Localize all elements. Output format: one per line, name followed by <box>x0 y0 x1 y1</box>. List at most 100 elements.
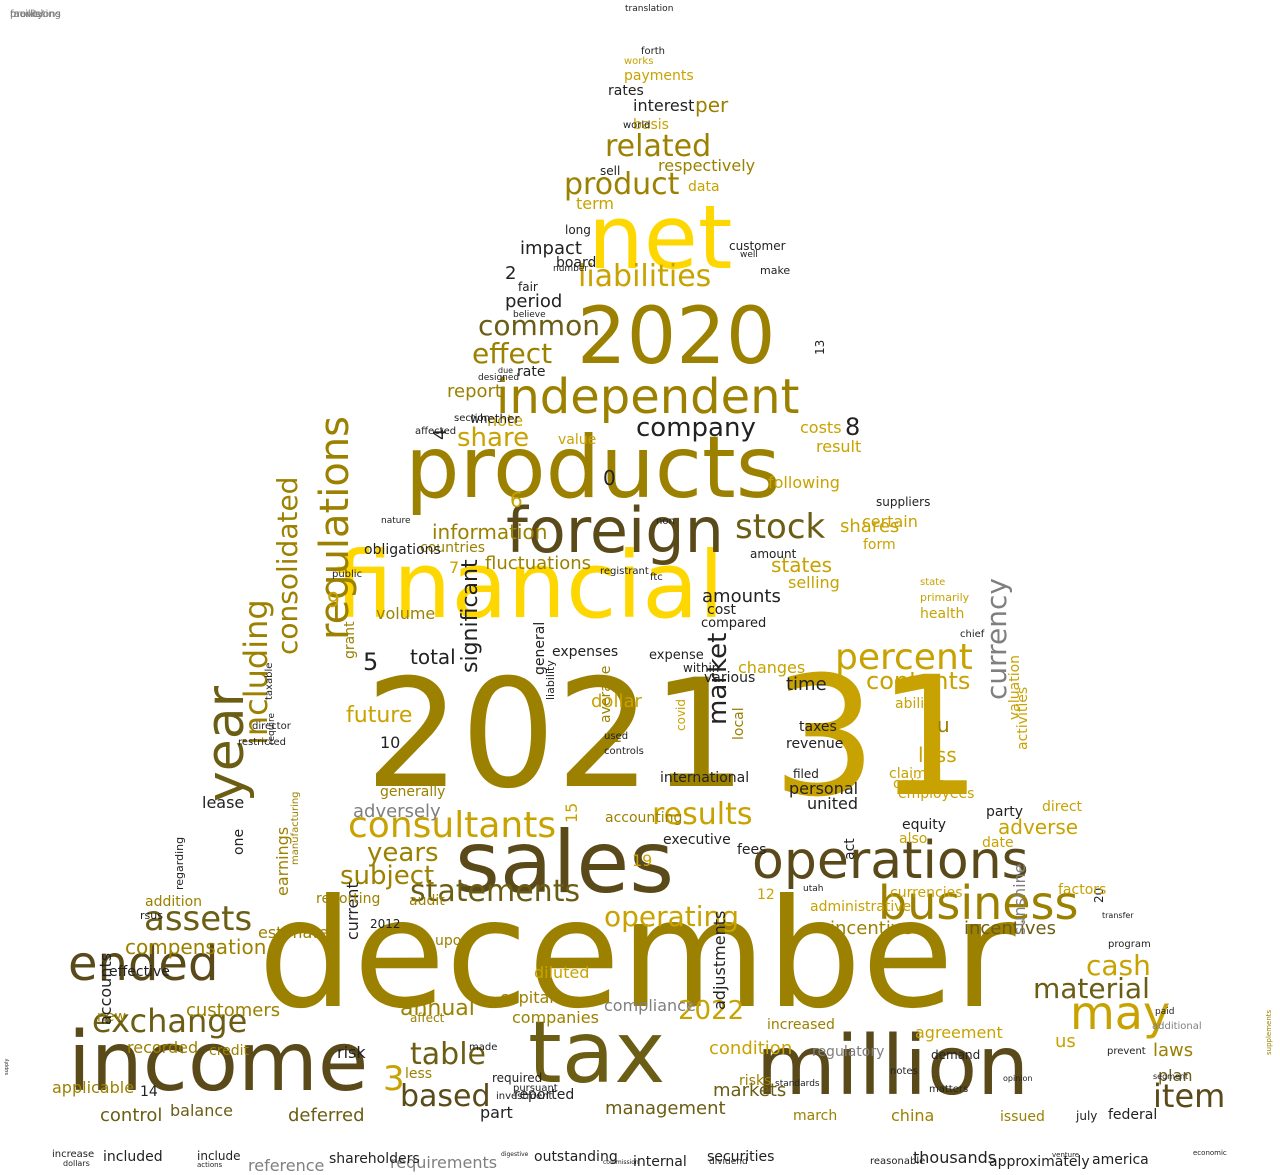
word-cloud-word: currencies <box>890 886 963 900</box>
word-cloud-word: venture <box>1052 1152 1079 1159</box>
word-cloud-word: commission <box>603 1160 639 1166</box>
word-cloud-word: earnings <box>275 827 291 896</box>
word-cloud-word: standards <box>775 1080 820 1089</box>
word-cloud-word: compliance <box>604 998 696 1014</box>
word-cloud-word: payments <box>624 69 694 83</box>
word-cloud-word: 3 <box>383 1062 405 1096</box>
word-cloud-word: number <box>553 265 588 274</box>
word-cloud-word: recorded <box>127 1040 198 1056</box>
word-cloud-word: risk <box>337 1045 366 1061</box>
word-cloud-word: credit <box>209 1044 249 1058</box>
word-cloud-word: adverse <box>998 817 1078 837</box>
word-cloud-word: march <box>793 1109 837 1123</box>
word-cloud-word: administrative <box>810 900 911 914</box>
word-cloud-word: taxable <box>265 663 275 700</box>
word-cloud-word: companies <box>512 1010 599 1026</box>
word-cloud-word: direct <box>1042 800 1082 814</box>
word-cloud-word: information <box>432 522 547 542</box>
word-cloud-word: local <box>732 707 746 740</box>
word-cloud-word: u <box>937 715 950 735</box>
word-cloud-word: result <box>816 439 861 455</box>
word-cloud-word: ftc <box>650 573 663 583</box>
word-cloud-word: years <box>367 840 439 866</box>
word-cloud-word: respectively <box>658 158 755 174</box>
word-cloud-word: reference <box>248 1158 324 1174</box>
word-cloud-word: risks <box>739 1074 771 1088</box>
word-cloud-word: rate <box>517 365 545 379</box>
word-cloud-word: us <box>1055 1033 1076 1051</box>
word-cloud-word: control <box>100 1107 162 1125</box>
word-cloud-word: value <box>558 433 596 447</box>
word-cloud-word: demand <box>931 1049 980 1061</box>
word-cloud-word: well <box>740 251 758 260</box>
word-cloud-word: agreement <box>915 1025 1003 1041</box>
word-cloud-word: cash <box>1086 952 1151 980</box>
word-cloud-word: made <box>469 1043 497 1053</box>
word-cloud-word: 10 <box>380 735 400 751</box>
word-cloud-word: total <box>410 647 456 667</box>
word-cloud-word: 8 <box>845 415 860 439</box>
word-cloud-word: certain <box>862 514 918 530</box>
word-cloud-word: filed <box>793 768 819 780</box>
word-cloud-word: party <box>986 805 1023 819</box>
word-cloud-word: matters <box>929 1085 968 1095</box>
word-cloud-word: affect <box>410 1012 444 1024</box>
word-cloud-word: investment <box>496 1092 552 1102</box>
word-cloud-word: section <box>454 414 490 424</box>
word-cloud-word: selling <box>788 575 840 591</box>
word-cloud-word: reporting <box>316 892 380 906</box>
word-cloud-word: sell <box>600 165 620 177</box>
word-cloud-word: 7 <box>449 560 459 576</box>
word-cloud-word: audit <box>409 894 445 908</box>
word-cloud-word: believe <box>513 311 546 320</box>
word-cloud-word: diluted <box>534 965 589 981</box>
word-cloud-word: nature <box>381 517 411 526</box>
word-cloud-word: long <box>565 224 591 236</box>
word-cloud-word: grant <box>343 621 357 659</box>
word-cloud-word: dollars <box>63 1160 90 1168</box>
word-cloud-word: covid <box>675 699 687 731</box>
word-cloud-word: 15 <box>564 803 580 823</box>
word-cloud-word: dividend <box>709 1158 748 1167</box>
word-cloud-word: used <box>604 732 628 742</box>
word-cloud-word: loss <box>918 745 957 765</box>
word-cloud-word: less <box>405 1067 432 1081</box>
word-cloud-word: consolidated <box>274 477 302 655</box>
word-cloud-word: works <box>624 57 653 67</box>
word-cloud-word: state <box>920 578 945 588</box>
word-cloud-word: suppliers <box>876 496 930 508</box>
word-cloud-word: regulatory <box>812 1045 884 1059</box>
word-cloud-word: laws <box>1153 1042 1193 1060</box>
word-cloud-word: america <box>1092 1153 1149 1167</box>
word-cloud-word: significant <box>460 559 482 673</box>
word-cloud-word: 13 <box>814 340 826 355</box>
word-cloud-word: 14 <box>140 1085 158 1099</box>
word-cloud-word: management <box>605 1100 726 1118</box>
word-cloud-word: regarding <box>174 837 185 890</box>
word-cloud-word: internal <box>633 1155 687 1169</box>
word-cloud-word: part <box>480 1105 513 1121</box>
word-cloud-word: volume <box>376 606 435 622</box>
word-cloud-word: costs <box>800 420 842 436</box>
word-cloud-word: united <box>807 796 858 812</box>
word-cloud-word: increased <box>767 1018 835 1032</box>
word-cloud-word: health <box>920 607 964 621</box>
word-cloud-word: date <box>982 836 1014 850</box>
word-cloud-word: china <box>891 1108 934 1124</box>
word-cloud-word: within <box>683 662 719 674</box>
word-cloud-word: marketing <box>10 10 61 20</box>
word-cloud-word: amount <box>750 548 796 560</box>
word-cloud-word: act <box>843 838 857 860</box>
word-cloud-word: additional <box>1152 1022 1202 1032</box>
word-cloud-word: company <box>636 415 756 441</box>
word-cloud-word: transfer <box>1102 912 1134 920</box>
word-cloud-word: primarily <box>920 592 969 603</box>
word-cloud-word: contents <box>866 669 970 693</box>
word-cloud-word: reasonable <box>870 1157 925 1167</box>
word-cloud-word: affected <box>415 427 456 437</box>
word-cloud-word: 12 <box>757 888 775 902</box>
word-cloud-word: cost <box>707 603 736 617</box>
word-cloud-word: digestive <box>501 1152 528 1158</box>
word-cloud-word: require <box>268 713 277 745</box>
word-cloud-word: 9 <box>327 590 340 610</box>
